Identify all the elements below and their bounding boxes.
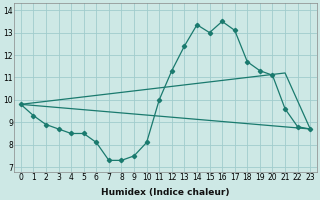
- X-axis label: Humidex (Indice chaleur): Humidex (Indice chaleur): [101, 188, 230, 197]
